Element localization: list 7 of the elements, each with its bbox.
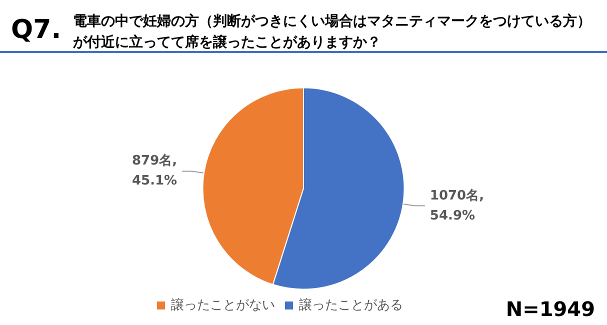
data-label: 1070名, 54.9% — [430, 188, 484, 224]
chart-title: Q7. — [11, 15, 62, 45]
legend-label: 譲ったことがない — [171, 298, 275, 313]
chart-subtitle: 電車の中で妊婦の方（判断がつきにくい場合はマタニティマークをつけている方）が付近に立ってて席を譲ったことがありますか？ — [72, 12, 591, 50]
legend-label: 譲ったことがある — [299, 298, 403, 313]
data-label: 879名, 45.1% — [132, 154, 178, 189]
text: N=1949 — [506, 297, 596, 321]
